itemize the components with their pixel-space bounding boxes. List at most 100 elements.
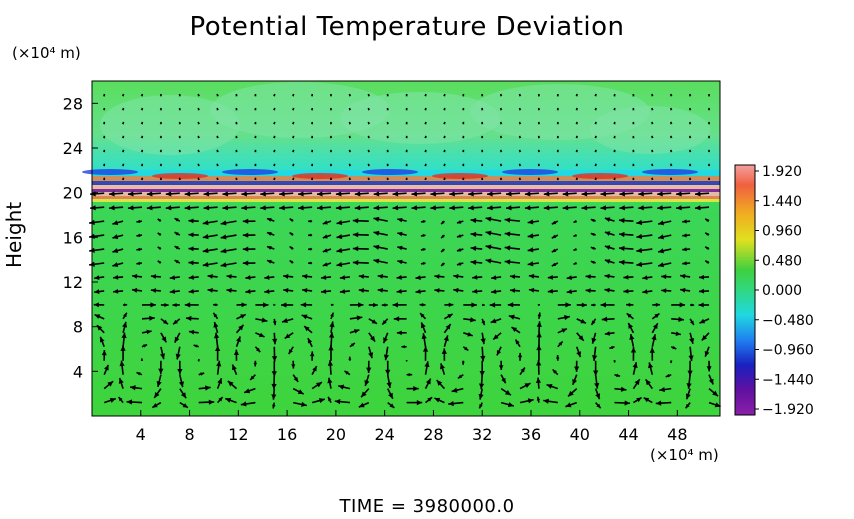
wind-arrow [254,121,257,125]
x-tick-label: 32 [472,425,492,444]
wind-arrow [671,316,684,322]
wind-arrow [690,303,695,307]
wind-arrow [316,191,332,197]
wind-arrow [547,274,558,280]
warm-band [92,196,720,199]
wind-arrow [392,205,407,211]
x-tick-label: 40 [570,425,590,444]
wind-arrow [585,288,596,293]
wind-arrow [212,312,219,320]
wind-arrow [499,177,503,181]
wind-arrow [462,346,469,352]
wind-arrow [609,345,615,350]
wind-arrow [178,177,181,181]
wind-arrow [651,163,654,167]
wind-arrow [463,317,476,323]
wind-arrow [629,333,635,347]
wind-arrow [478,402,483,409]
wind-arrow [197,121,200,125]
wind-arrow [387,401,395,409]
wind-arrow [159,93,162,97]
wind-arrow [266,259,275,264]
wind-arrow [689,177,692,181]
wind-arrow [146,205,161,211]
wind-arrow [335,191,350,197]
wind-arrow [537,149,541,153]
colorbar-tick-label: 0.000 [762,283,802,299]
wind-arrow [613,177,616,181]
wind-arrow [174,259,181,264]
wind-arrow [271,374,277,390]
wind-arrow [386,177,389,181]
wind-arrow [536,344,542,361]
wind-arrow [236,302,247,308]
wind-arrow [310,177,314,181]
wind-arrow [665,373,672,378]
wind-arrow [537,312,542,319]
wind-arrow [499,93,503,97]
wind-arrow [255,317,268,323]
wind-arrow [613,149,616,153]
wind-arrow [670,345,677,350]
wind-arrow [136,219,143,224]
wind-arrow [101,350,107,361]
wind-arrow [213,303,218,307]
wind-arrow [202,248,218,254]
wind-arrow [652,302,661,307]
wind-arrow [330,163,333,167]
wind-arrow [396,275,407,280]
wind-arrow [451,387,464,393]
wind-arrow [193,344,199,348]
x-tick-label: 8 [184,425,194,444]
wind-arrow [141,329,152,335]
wind-arrow [381,303,388,307]
wind-arrow [613,359,616,363]
wind-arrow [694,191,710,197]
y-tick-label: 12 [63,273,83,292]
wind-arrow [420,247,426,251]
wind-arrow [556,107,559,111]
wind-arrow [551,234,559,239]
wind-arrow [260,205,275,211]
wind-arrow [354,205,369,211]
time-label: TIME = 3980000.0 [339,496,515,517]
wind-arrow [682,219,691,224]
wind-arrow [556,93,559,97]
wind-arrow [94,289,105,294]
wind-arrow [302,274,313,279]
wind-arrow [682,261,691,266]
wind-arrow [385,360,391,376]
wind-arrow [689,135,692,139]
wind-arrow [160,332,167,343]
wind-arrow [235,149,238,153]
wind-arrow [367,121,371,125]
wind-arrow [604,217,615,222]
wind-arrow [575,121,578,125]
wind-arrow [368,332,376,343]
wind-arrow [618,259,634,266]
wind-arrow [440,248,445,253]
wind-arrow [590,260,596,264]
wind-arrow [174,245,181,250]
wind-arrow [292,387,305,395]
wind-arrow [311,381,323,390]
wind-arrow [121,135,125,139]
wind-arrow [396,330,407,336]
wind-arrow [478,374,485,390]
wind-arrow [169,289,180,294]
wind-arrow [537,163,541,167]
wind-arrow [457,374,464,380]
wind-arrow [158,360,164,375]
wind-arrow [571,374,578,386]
wind-arrow [241,191,256,197]
wind-arrow [689,121,692,125]
wind-arrow [651,312,660,320]
wind-arrow [651,322,659,334]
wind-arrow [504,245,521,251]
wind-arrow [188,289,199,294]
wind-arrow [405,93,408,97]
wind-arrow [518,107,522,111]
field-patch [100,95,240,155]
wind-arrow [519,367,526,376]
wind-arrow [424,163,427,167]
